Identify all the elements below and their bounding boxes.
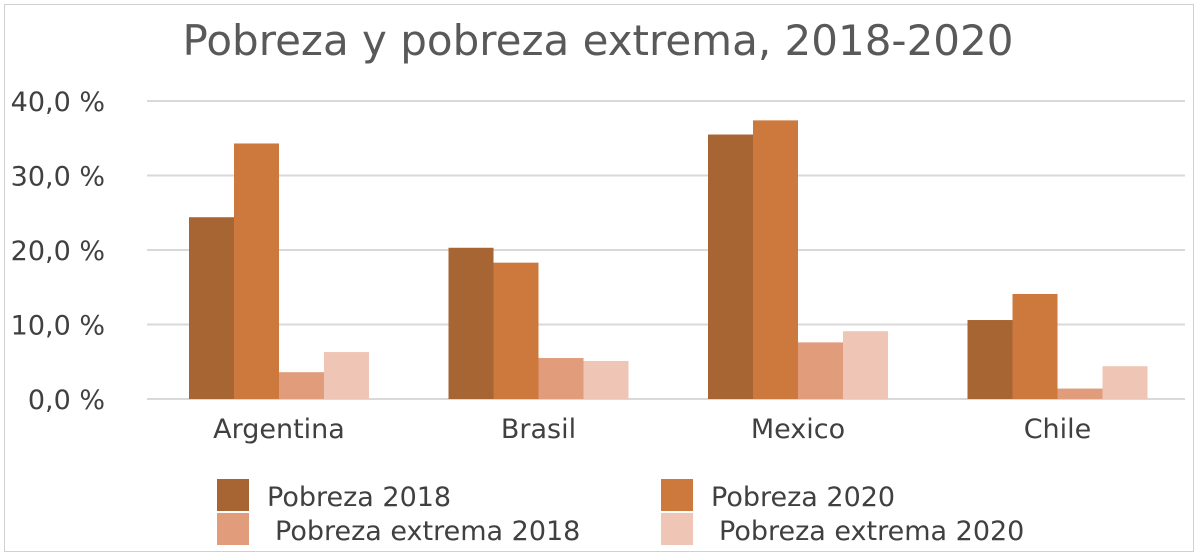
x-category-label: Mexico	[751, 414, 845, 445]
bar	[279, 372, 324, 399]
legend-item: Pobreza extrema 2020	[661, 513, 1024, 547]
bar	[1012, 293, 1058, 399]
bar	[798, 342, 843, 399]
y-tick-label: 10,0 %	[11, 311, 105, 342]
chart-title: Pobreza y pobreza extrema, 2018-2020	[183, 16, 1014, 65]
bar	[189, 217, 234, 399]
bar	[583, 361, 629, 399]
legend-swatch	[661, 479, 693, 511]
legend-label: Pobreza 2018	[267, 482, 451, 513]
x-category-label: Chile	[1024, 414, 1092, 445]
bar	[493, 262, 539, 399]
y-axis-ticks: 0,0 % 10,0 % 20,0 % 30,0 % 40,0 %	[11, 87, 105, 416]
legend-item: Pobreza 2020	[661, 479, 895, 513]
bars	[189, 120, 1148, 400]
x-axis-categories: Argentina Brasil Mexico Chile	[213, 414, 1091, 445]
legend-label: Pobreza extrema 2018	[275, 516, 580, 547]
bar	[753, 120, 798, 400]
bar	[843, 331, 888, 399]
y-tick-label: 0,0 %	[28, 385, 105, 416]
legend-label: Pobreza 2020	[711, 482, 895, 513]
y-tick-label: 30,0 %	[11, 162, 105, 193]
chart-frame: Pobreza y pobreza extrema, 2018-2020 0,0…	[4, 4, 1194, 552]
bar	[324, 352, 369, 399]
bar	[708, 134, 753, 399]
bar	[538, 358, 584, 399]
bar	[1057, 388, 1103, 399]
x-category-label: Brasil	[501, 414, 576, 445]
legend-label: Pobreza extrema 2020	[719, 516, 1024, 547]
bar	[234, 143, 279, 399]
legend-swatch	[217, 479, 249, 511]
bar	[967, 320, 1013, 399]
y-tick-label: 40,0 %	[11, 87, 105, 118]
legend-swatch	[217, 513, 249, 545]
bar	[1102, 366, 1148, 399]
bar-chart: Pobreza y pobreza extrema, 2018-2020 0,0…	[11, 16, 1185, 547]
x-category-label: Argentina	[213, 414, 345, 445]
y-tick-label: 20,0 %	[11, 236, 105, 267]
legend-item: Pobreza extrema 2018	[217, 513, 580, 547]
legend-swatch	[661, 513, 693, 545]
legend-item: Pobreza 2018	[217, 479, 451, 513]
bar	[448, 247, 494, 399]
